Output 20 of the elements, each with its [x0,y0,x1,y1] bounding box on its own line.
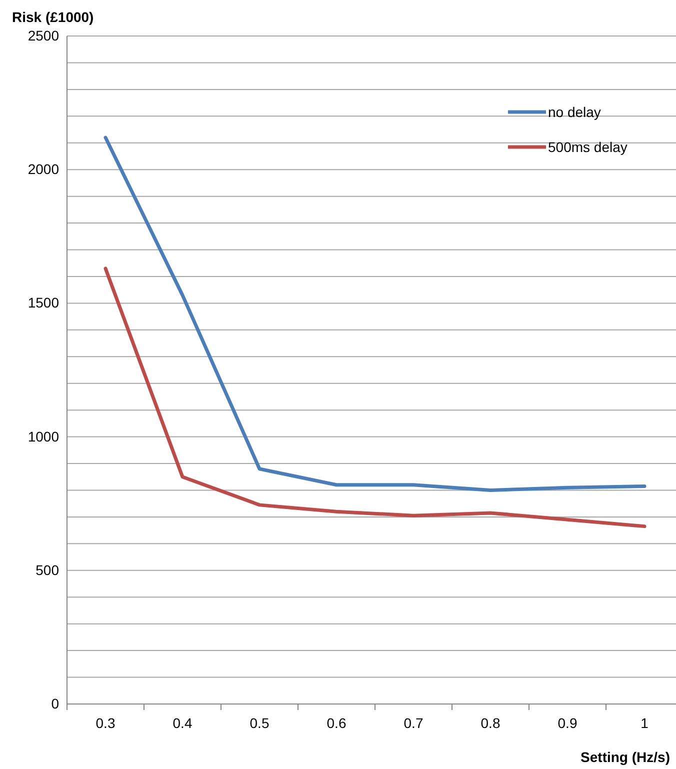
x-tick-label: 1 [640,714,649,731]
y-tick-label: 1500 [28,294,60,311]
y-tick-label: 2500 [28,27,60,44]
x-tick-label: 0.4 [172,714,192,731]
x-tick-label: 0.9 [558,714,578,731]
x-tick-label: 0.3 [96,714,116,731]
y-tick-label: 2000 [28,161,60,178]
y-tick-label: 1000 [28,428,60,444]
y-tick-label: 0 [51,695,60,712]
x-tick-label: 0.7 [404,714,424,731]
x-tick-label: 0.8 [480,714,500,731]
x-axis-title: Setting (Hz/s) [580,749,670,765]
line-series [104,136,646,492]
y-axis-title: Risk (£1000) [12,9,94,25]
line-series [104,266,646,528]
y-tick-label: 500 [36,562,60,578]
x-tick-label: 0.5 [250,714,270,731]
legend-label: no delay [548,104,601,120]
legend-label: 500ms delay [548,139,628,155]
x-tick-label: 0.6 [326,714,346,731]
